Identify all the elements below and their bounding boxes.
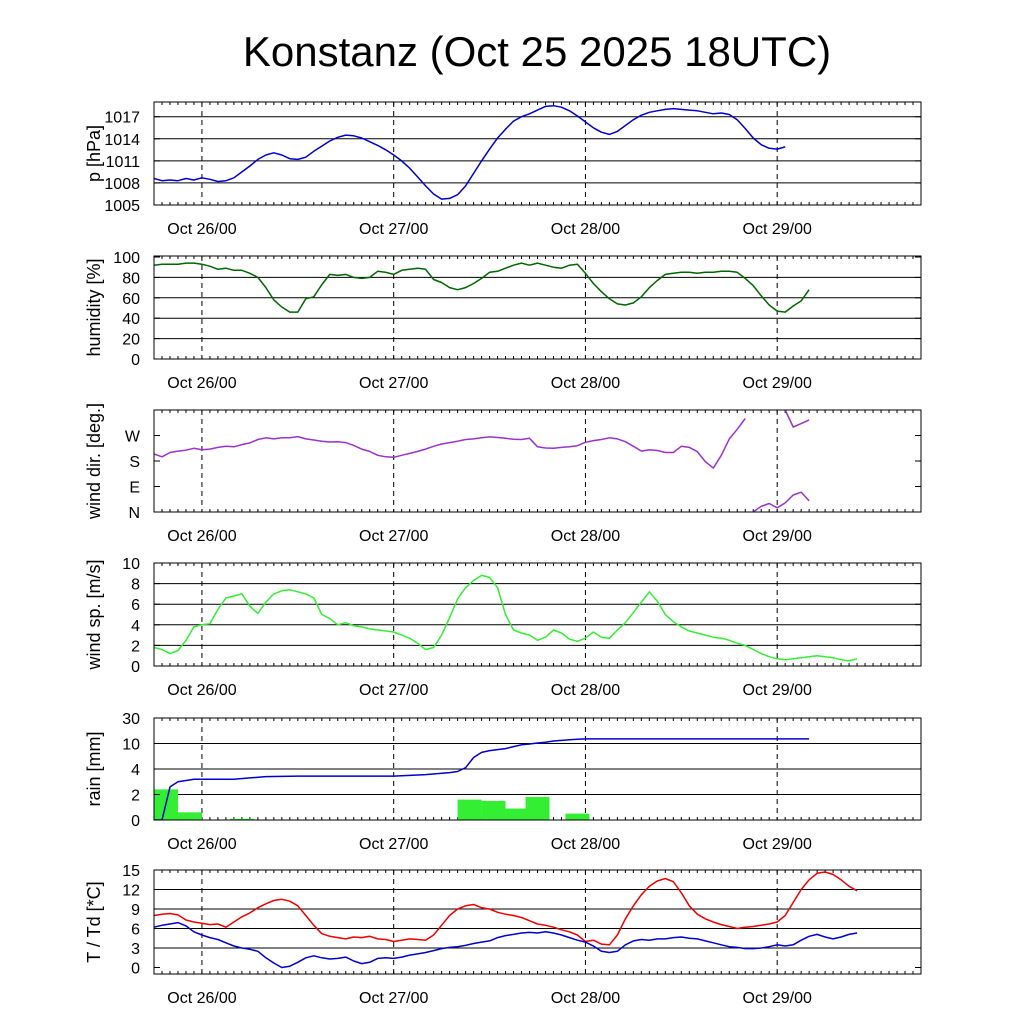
x-tick-label: Oct 27/00: [359, 528, 428, 545]
y-tick-label: 1008: [104, 176, 140, 193]
panel-humidity: 0 20 40 60 80 100 humidity [%] Oct 26/00 Oct 27/…: [84, 250, 922, 392]
panel-temperature: 0 3 6 9 12 15 T / Td [*C] Oct 26/00 Oct 27/00 Oct…: [84, 863, 922, 1007]
x-tick-label: Oct 29/00: [743, 990, 812, 1007]
y-tick-label: 60: [122, 291, 140, 308]
panel-rain: 0 2 4 10 30 rain [mm] Oct 26/00 Oct 27/00 Oct 28…: [84, 711, 922, 853]
x-tick-label: Oct 26/00: [167, 990, 236, 1007]
y-axis-label: T / Td [*C]: [84, 881, 104, 962]
y-tick-label: S: [129, 454, 140, 471]
y-tick-label: 10: [122, 556, 140, 573]
x-tick-label: Oct 26/00: [167, 682, 236, 699]
y-tick-label: 0: [131, 352, 140, 369]
y-tick-label: 8: [131, 577, 140, 594]
series-line-humidity: [154, 262, 810, 313]
y-tick-label: 6: [131, 922, 140, 939]
x-tick-label: Oct 29/00: [743, 836, 812, 853]
y-tick-label: 4: [131, 762, 140, 779]
y-axis-label: wind sp. [m/s]: [84, 559, 104, 670]
chart-title: Konstanz (Oct 25 2025 18UTC): [243, 28, 831, 75]
panel-windspeed: 0 2 4 6 8 10 wind sp. [m/s] Oct 26/00 Oct 27/00 O…: [84, 556, 922, 699]
y-tick-label: 1011: [106, 154, 141, 171]
y-axis-label: humidity [%]: [84, 258, 104, 356]
x-tick-label: Oct 27/00: [359, 682, 428, 699]
panel-frame: [153, 869, 922, 975]
x-tick-label: Oct 28/00: [551, 528, 620, 545]
y-tick-label: 12: [122, 883, 140, 900]
y-tick-label: 0: [131, 961, 140, 978]
y-tick-label: W: [125, 429, 141, 446]
y-tick-label: 40: [122, 311, 140, 328]
y-axis-label: wind dir. [deg.]: [84, 403, 104, 520]
x-tick-label: Oct 29/00: [743, 221, 812, 238]
x-tick-label: Oct 28/00: [551, 836, 620, 853]
y-tick-label: 3: [131, 941, 140, 958]
rain-bar: [177, 812, 202, 820]
series-line-winddir: [784, 410, 810, 428]
y-tick-label: 4: [131, 618, 140, 635]
x-tick-label: Oct 29/00: [743, 682, 812, 699]
y-tick-label: 2: [131, 638, 140, 655]
series-line-pressure: [154, 104, 786, 200]
x-tick-label: Oct 28/00: [551, 682, 620, 699]
rain-bar: [229, 818, 254, 820]
series-line-temperature: [154, 871, 858, 946]
y-tick-label: 0: [131, 813, 140, 830]
y-tick-label: 0: [131, 659, 140, 676]
rain-bar: [505, 808, 530, 820]
panel-frame: [153, 255, 922, 360]
series-line-rain: [154, 738, 810, 820]
x-tick-label: Oct 27/00: [359, 836, 428, 853]
rain-bar: [565, 813, 590, 820]
x-tick-label: Oct 27/00: [359, 990, 428, 1007]
y-tick-label: 100: [113, 250, 140, 267]
series-line-temperature: [154, 921, 858, 969]
x-tick-label: Oct 28/00: [551, 221, 620, 238]
y-tick-label: 30: [122, 711, 140, 728]
x-tick-label: Oct 26/00: [167, 221, 236, 238]
y-tick-label: 10: [122, 737, 140, 754]
y-tick-label: E: [129, 480, 140, 497]
y-tick-label: 6: [131, 597, 140, 614]
x-tick-label: Oct 26/00: [167, 375, 236, 392]
series-line-windspeed: [154, 574, 858, 662]
panel-frame: [153, 562, 922, 667]
y-tick-label: 80: [122, 270, 140, 287]
x-tick-label: Oct 28/00: [551, 375, 620, 392]
rain-bar: [481, 800, 506, 820]
series-line-winddir: [154, 418, 746, 469]
y-tick-label: 1014: [104, 132, 140, 149]
y-tick-label: 1005: [104, 198, 140, 215]
x-tick-label: Oct 27/00: [359, 375, 428, 392]
y-tick-label: 1017: [104, 110, 140, 127]
y-tick-label: 15: [122, 863, 140, 880]
y-tick-label: 20: [122, 332, 140, 349]
x-tick-label: Oct 26/00: [167, 836, 236, 853]
x-tick-label: Oct 29/00: [743, 528, 812, 545]
series-line-winddir: [752, 491, 810, 512]
x-tick-label: Oct 27/00: [359, 221, 428, 238]
rain-bar: [457, 799, 482, 820]
y-axis-label: rain [mm]: [84, 731, 104, 806]
x-tick-label: Oct 28/00: [551, 990, 620, 1007]
rain-bar: [525, 797, 550, 820]
y-tick-label: 2: [131, 788, 140, 805]
x-tick-label: Oct 26/00: [167, 528, 236, 545]
x-tick-label: Oct 29/00: [743, 375, 812, 392]
y-tick-label: N: [128, 505, 140, 522]
panel-frame: [153, 101, 922, 206]
y-axis-label: p [hPa]: [84, 125, 104, 182]
y-tick-label: 9: [131, 902, 140, 919]
